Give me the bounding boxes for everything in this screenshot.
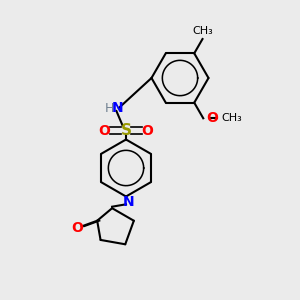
Text: O: O: [206, 111, 218, 125]
Text: O: O: [98, 124, 110, 137]
Text: CH₃: CH₃: [192, 26, 213, 36]
Text: O: O: [71, 221, 83, 235]
Text: N: N: [123, 195, 135, 209]
Text: CH₃: CH₃: [221, 113, 242, 123]
Text: H: H: [105, 101, 114, 115]
Text: N: N: [112, 101, 123, 115]
Text: S: S: [121, 123, 131, 138]
Text: O: O: [142, 124, 154, 137]
